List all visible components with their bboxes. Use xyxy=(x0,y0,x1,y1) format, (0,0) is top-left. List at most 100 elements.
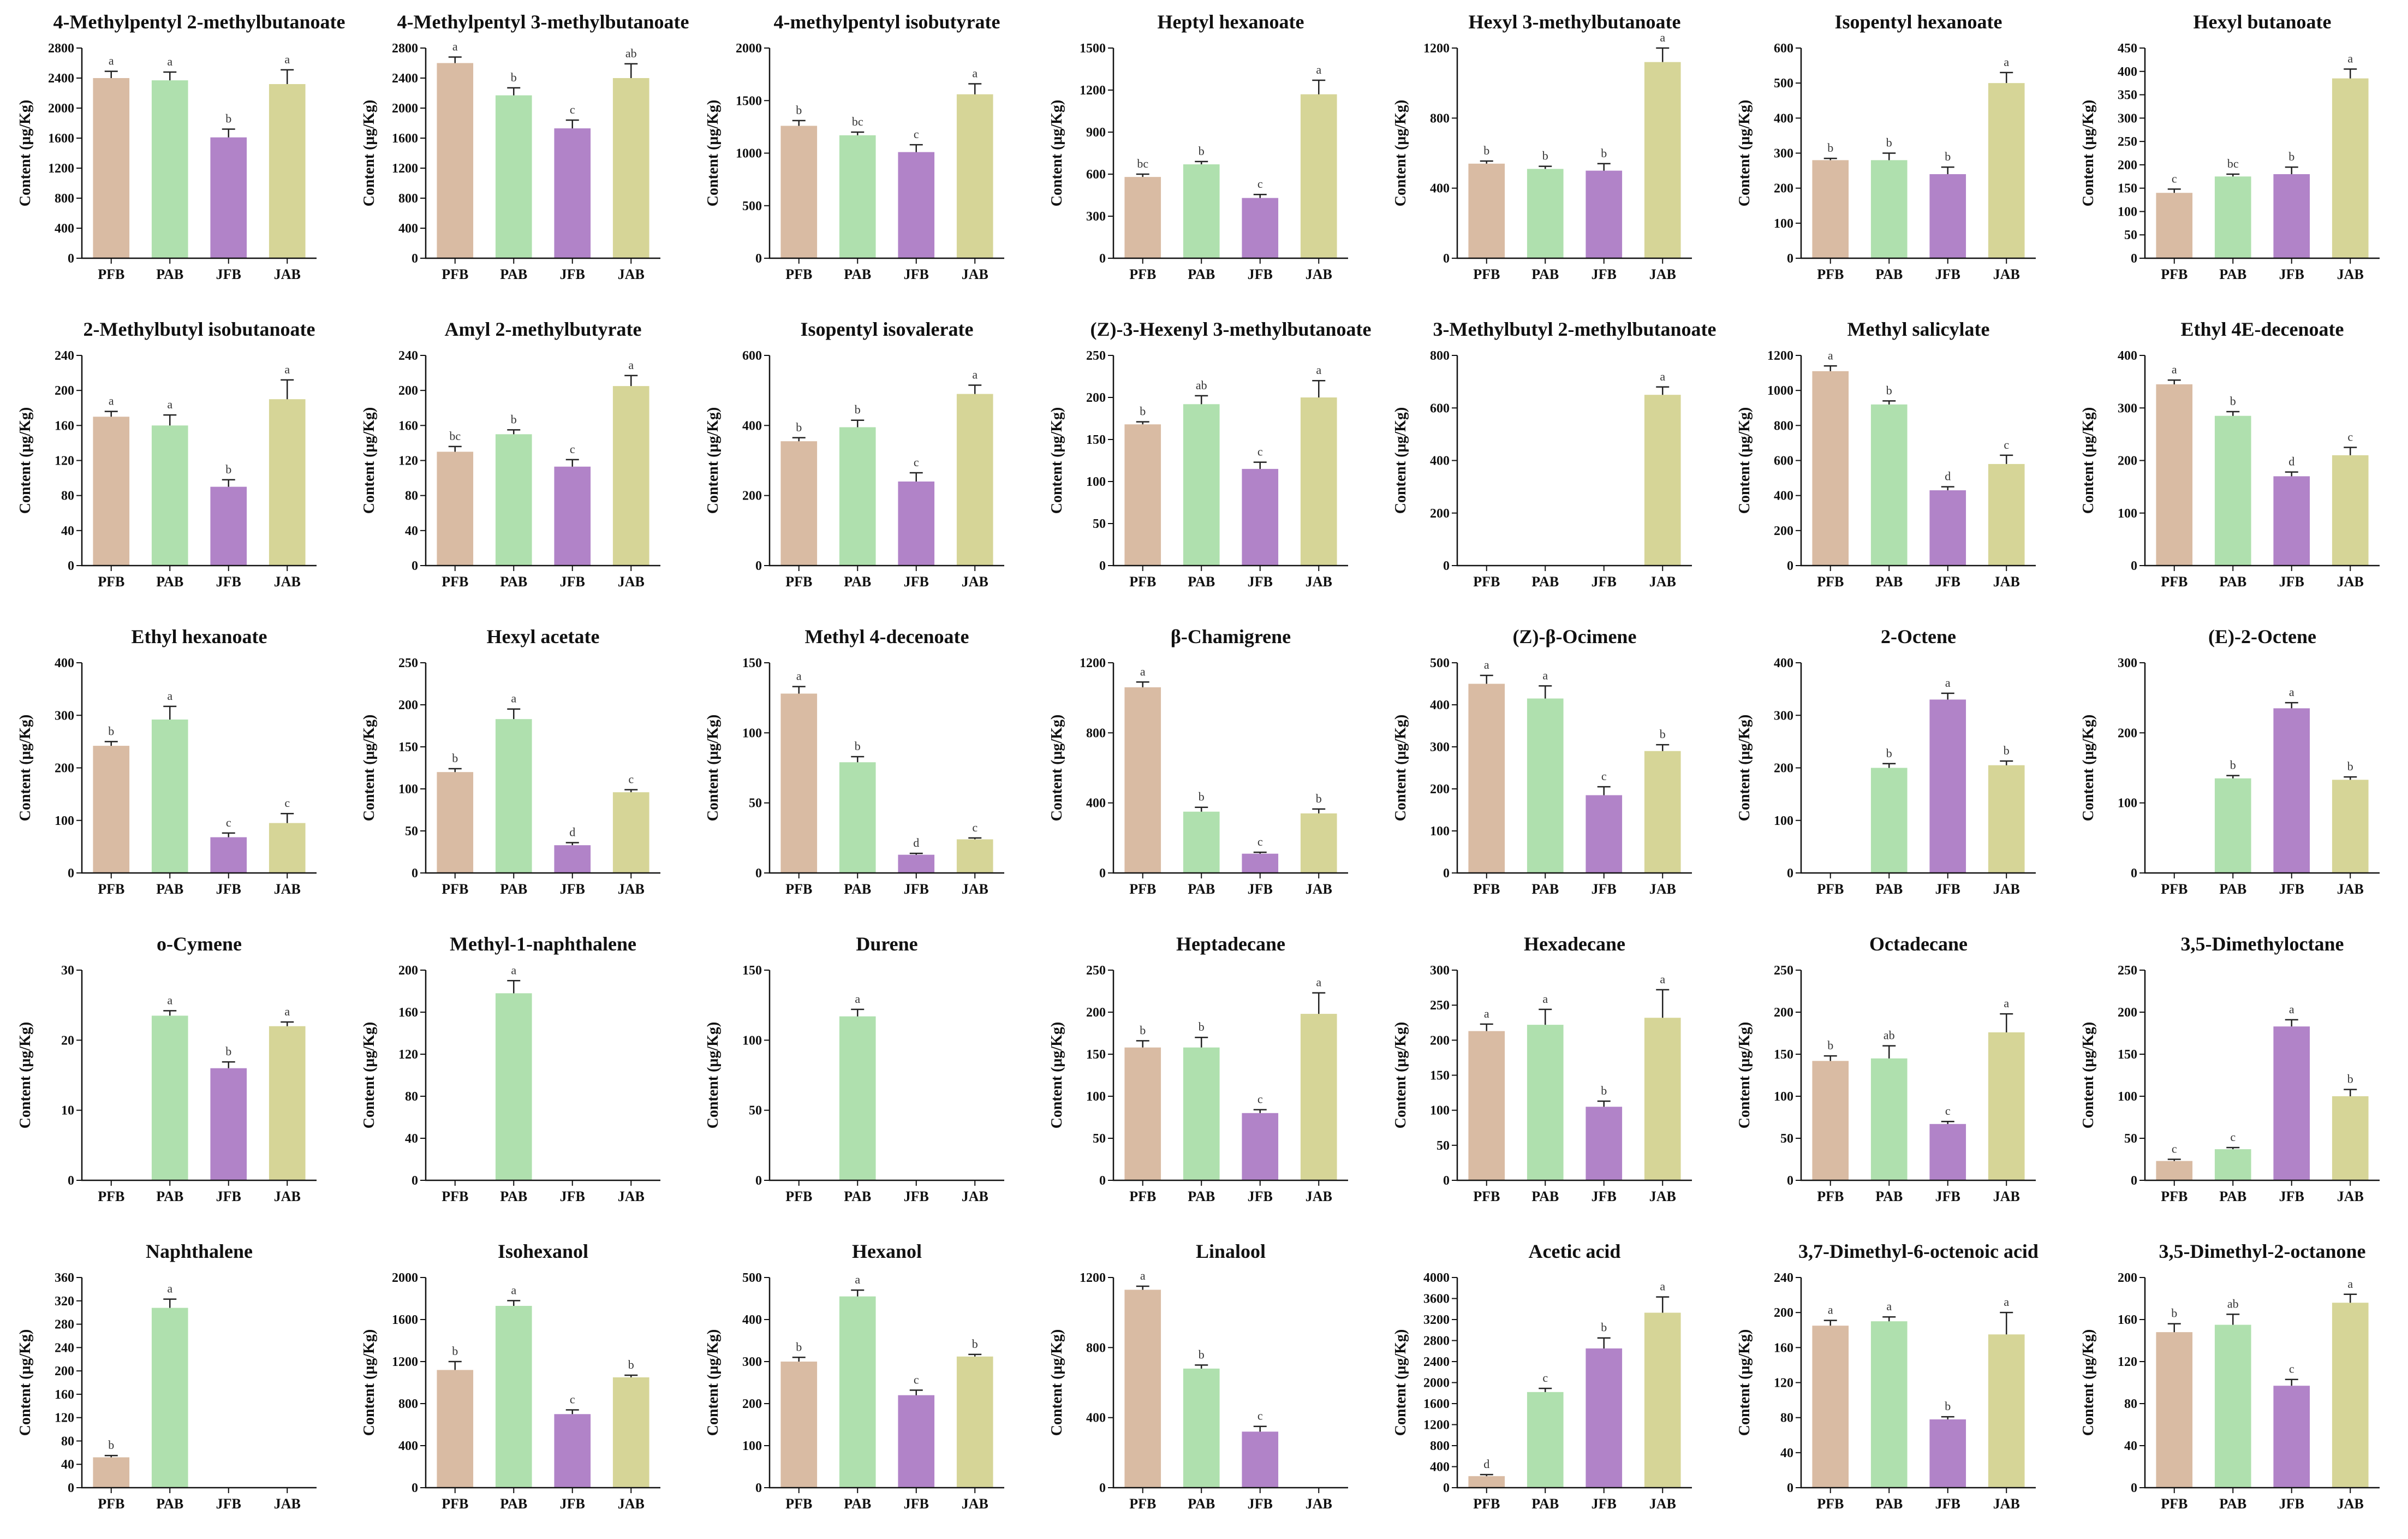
y-tick-label: 0 xyxy=(755,559,762,573)
y-tick-label: 0 xyxy=(1443,559,1450,573)
x-tick-label: PFB xyxy=(1129,266,1156,282)
bar-jab xyxy=(269,84,306,258)
y-tick-label: 30 xyxy=(61,964,74,978)
y-tick-label: 400 xyxy=(1430,698,1450,712)
x-tick-label: JFB xyxy=(2279,1496,2304,1512)
axis-frame xyxy=(2144,970,2380,1181)
y-axis-label: Content (μg/Kg) xyxy=(2080,1329,2097,1436)
bar-jfb xyxy=(554,128,591,258)
x-tick-label: JFB xyxy=(1248,266,1273,282)
axis-frame xyxy=(2144,355,2380,567)
error-bar xyxy=(565,459,579,467)
axis-frame xyxy=(425,48,660,259)
chart-panel: 3,7-Dimethyl-6-octenoic acid Content (μg/… xyxy=(1736,1240,2039,1512)
bar-pfb xyxy=(437,63,474,258)
bar-pab xyxy=(839,427,876,566)
bar-jfb xyxy=(898,854,935,873)
y-tick-label: 2800 xyxy=(1423,1334,1450,1348)
significance-label: b xyxy=(1945,1399,1951,1413)
x-tick-label: JAB xyxy=(1306,1189,1332,1204)
x-tick-label: PFB xyxy=(1817,574,1844,590)
x-tick-label: JAB xyxy=(1993,266,2020,282)
x-tick-label: PAB xyxy=(844,266,871,282)
significance-label: b xyxy=(796,1340,802,1353)
axis-frame xyxy=(1112,970,1348,1181)
y-tick-label: 500 xyxy=(1774,76,1793,91)
x-tick-label: PFB xyxy=(785,881,812,897)
y-tick-label: 0 xyxy=(1099,559,1106,573)
y-axis-label: Content (μg/Kg) xyxy=(2080,100,2097,207)
significance-label: bc xyxy=(852,115,863,128)
significance-label: bc xyxy=(1137,157,1148,170)
axis-frame xyxy=(425,663,660,874)
bar-jab xyxy=(1644,395,1681,566)
y-axis-label: Content (μg/Kg) xyxy=(361,715,378,822)
significance-label: b xyxy=(1542,149,1548,163)
significance-label: a xyxy=(1484,658,1489,672)
bar-jab xyxy=(1300,813,1337,873)
x-tick-label: JFB xyxy=(904,1496,929,1512)
error-bar xyxy=(281,379,294,400)
significance-label: a xyxy=(1660,370,1665,383)
x-tick-label: PFB xyxy=(1129,574,1156,590)
y-tick-label: 0 xyxy=(2131,1481,2137,1495)
chart-panel: (Z)-3-Hexenyl 3-methylbutanoate Content (… xyxy=(1048,318,1371,590)
significance-label: b xyxy=(972,1337,978,1351)
significance-label: c xyxy=(284,796,290,810)
error-bar xyxy=(1195,1364,1208,1369)
error-bar xyxy=(1656,386,1670,395)
bar-jab xyxy=(1644,1312,1681,1488)
y-tick-label: 0 xyxy=(755,1174,762,1188)
y-tick-label: 120 xyxy=(2118,1355,2137,1369)
significance-label: c xyxy=(2347,430,2353,443)
significance-label: a xyxy=(972,66,977,80)
significance-label: a xyxy=(855,1273,860,1286)
y-tick-label: 0 xyxy=(755,866,762,881)
y-tick-label: 0 xyxy=(755,1481,762,1495)
significance-label: a xyxy=(1316,363,1321,377)
axis-frame xyxy=(81,355,317,567)
error-bar xyxy=(1823,1320,1837,1326)
y-tick-label: 200 xyxy=(1774,762,1793,776)
x-tick-label: JFB xyxy=(1935,1496,1960,1512)
bar-pfb xyxy=(93,746,130,873)
y-axis-label: Content (μg/Kg) xyxy=(1736,100,1753,207)
error-bar xyxy=(1480,160,1493,164)
significance-label: b xyxy=(108,724,114,738)
chart-title: 3,5-Dimethyl-2-octanone xyxy=(2159,1240,2366,1262)
significance-label: bc xyxy=(449,429,461,443)
y-tick-label: 300 xyxy=(2118,656,2137,670)
significance-label: a xyxy=(2004,996,2009,1010)
error-bar xyxy=(2000,72,2013,84)
bar-pfb xyxy=(2156,1332,2193,1488)
y-axis-label: Content (μg/Kg) xyxy=(705,715,722,822)
x-tick-label: PFB xyxy=(2161,1189,2188,1204)
y-axis-label: Content (μg/Kg) xyxy=(361,100,378,207)
error-bar xyxy=(624,789,638,793)
error-bar xyxy=(507,980,521,994)
x-tick-label: JAB xyxy=(2337,266,2364,282)
chart-panel: Hexadecane Content (μg/Kg) 0 50 100 150 200 250… xyxy=(1392,933,1692,1204)
y-axis-label: Content (μg/Kg) xyxy=(361,1329,378,1436)
y-tick-label: 100 xyxy=(398,782,418,797)
bar-jab xyxy=(269,1026,306,1180)
significance-label: b xyxy=(2230,394,2236,408)
bar-jab xyxy=(2332,455,2369,566)
error-bar xyxy=(968,1353,982,1357)
y-tick-label: 200 xyxy=(742,489,762,503)
error-bar xyxy=(104,70,118,78)
error-bar xyxy=(2000,454,2013,464)
significance-label: a xyxy=(167,1282,172,1296)
y-tick-label: 300 xyxy=(1430,740,1450,754)
chart-panel: Linalool Content (μg/Kg) 0 400 800 1200 a PFB b P… xyxy=(1048,1240,1348,1512)
y-tick-label: 200 xyxy=(742,1397,762,1411)
y-axis-label: Content (μg/Kg) xyxy=(1736,1329,1753,1436)
x-tick-label: PFB xyxy=(785,1189,812,1204)
x-tick-label: JAB xyxy=(962,1496,988,1512)
y-tick-label: 150 xyxy=(742,964,762,978)
y-tick-label: 300 xyxy=(1086,210,1106,224)
axis-frame xyxy=(1112,48,1348,259)
bar-jab xyxy=(2332,1096,2369,1180)
y-tick-label: 50 xyxy=(1780,1132,1793,1146)
error-bar xyxy=(2226,1146,2240,1150)
